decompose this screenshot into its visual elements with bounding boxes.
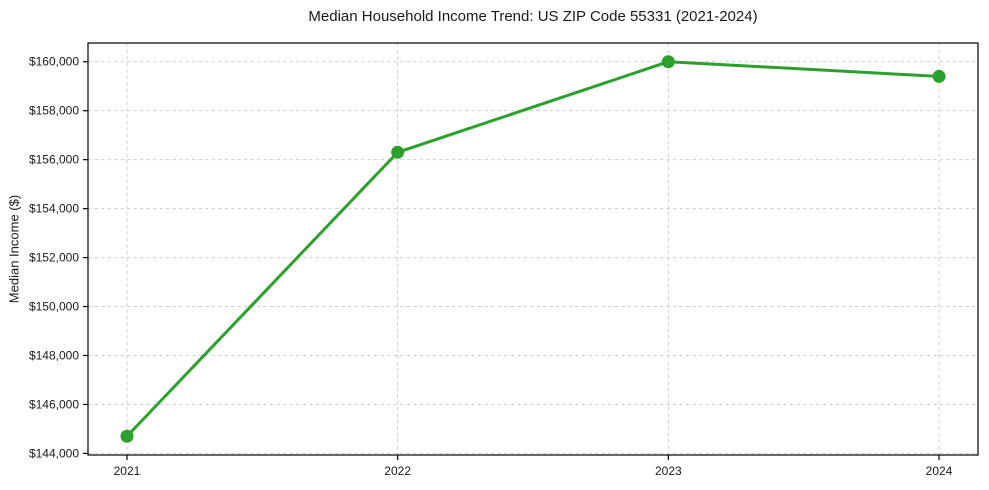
- data-point-2024: [932, 69, 946, 83]
- x-tick-label: 2023: [655, 464, 682, 478]
- x-tick-label: 2022: [384, 464, 411, 478]
- y-tick-label: $146,000: [29, 397, 79, 411]
- y-axis-label: Median Income ($): [6, 194, 22, 304]
- axes-spines: [87, 42, 979, 456]
- y-tick-label: $158,000: [29, 104, 79, 118]
- y-tick-label: $152,000: [29, 251, 79, 265]
- data-line: [125, 60, 941, 438]
- y-tick-label: $148,000: [29, 348, 79, 362]
- gridlines: [88, 43, 978, 455]
- y-tick-labels: $144,000 $146,000 $148,000 $150,000 $152,000…: [29, 55, 79, 461]
- data-point-2022: [391, 145, 405, 159]
- tick-marks: [83, 61, 940, 460]
- y-tick-label: $160,000: [29, 55, 79, 69]
- y-tick-label: $156,000: [29, 153, 79, 167]
- data-point-2021: [120, 429, 134, 443]
- data-point-2023: [661, 55, 675, 69]
- x-tick-label: 2024: [926, 464, 953, 478]
- trend-line: [125, 60, 941, 438]
- y-tick-label: $150,000: [29, 300, 79, 314]
- x-tick-labels: 2021 2022 2023 2024: [114, 464, 953, 478]
- chart-title: Median Household Income Trend: US ZIP Co…: [308, 8, 758, 25]
- y-tick-label: $144,000: [29, 446, 79, 460]
- plot-border: [87, 42, 979, 456]
- x-tick-label: 2021: [114, 464, 141, 478]
- data-markers: [120, 55, 946, 443]
- y-tick-label: $154,000: [29, 202, 79, 216]
